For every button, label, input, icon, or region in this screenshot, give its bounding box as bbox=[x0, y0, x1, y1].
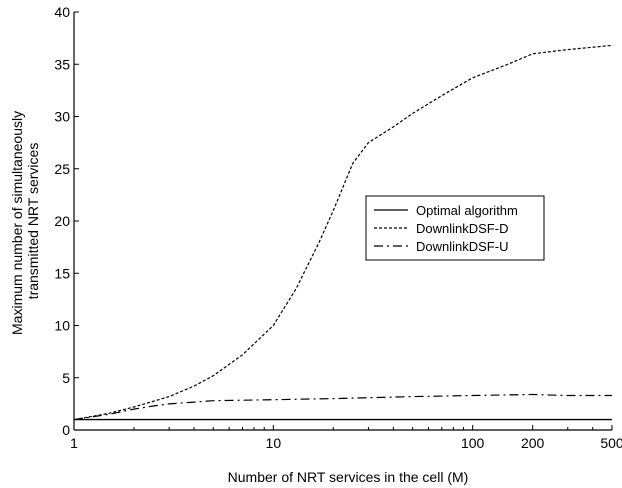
legend-label-1: Optimal algorithm bbox=[416, 203, 518, 218]
legend-label-2: DownlinkDSF-D bbox=[416, 221, 508, 236]
y-tick-label: 40 bbox=[54, 4, 70, 20]
y-tick-label: 20 bbox=[54, 213, 70, 229]
y-tick-label: 15 bbox=[54, 265, 70, 281]
series-line-3 bbox=[73, 393, 612, 421]
x-tick-label: 100 bbox=[461, 435, 485, 451]
series-line-2 bbox=[73, 44, 613, 421]
x-axis-title: Number of NRT services in the cell (M) bbox=[228, 469, 469, 485]
series-lines bbox=[73, 44, 613, 421]
ticks: 0 5 10 15 20 25 30 35 40 1 10 100 200 500 bbox=[54, 4, 622, 451]
legend-label-3: DownlinkDSF-U bbox=[416, 239, 508, 254]
x-tick-label: 10 bbox=[266, 435, 282, 451]
y-axis-title: Maximum number of simultaneously transmi… bbox=[9, 107, 41, 335]
y-axis-title-line-1: Maximum number of simultaneously bbox=[9, 111, 25, 335]
y-tick-label: 35 bbox=[54, 56, 70, 72]
x-tick-label: 1 bbox=[70, 435, 78, 451]
y-tick-label: 0 bbox=[62, 422, 70, 438]
y-tick-label: 30 bbox=[54, 109, 70, 125]
y-tick-label: 10 bbox=[54, 318, 70, 334]
x-tick-label: 500 bbox=[600, 435, 622, 451]
legend: Optimal algorithm DownlinkDSF-D DownlinkDS… bbox=[365, 195, 545, 261]
y-tick-label: 5 bbox=[62, 370, 70, 386]
y-axis-title-line-2: transmitted NRT services bbox=[25, 143, 41, 300]
y-tick-label: 25 bbox=[54, 161, 70, 177]
x-tick-label: 200 bbox=[521, 435, 545, 451]
